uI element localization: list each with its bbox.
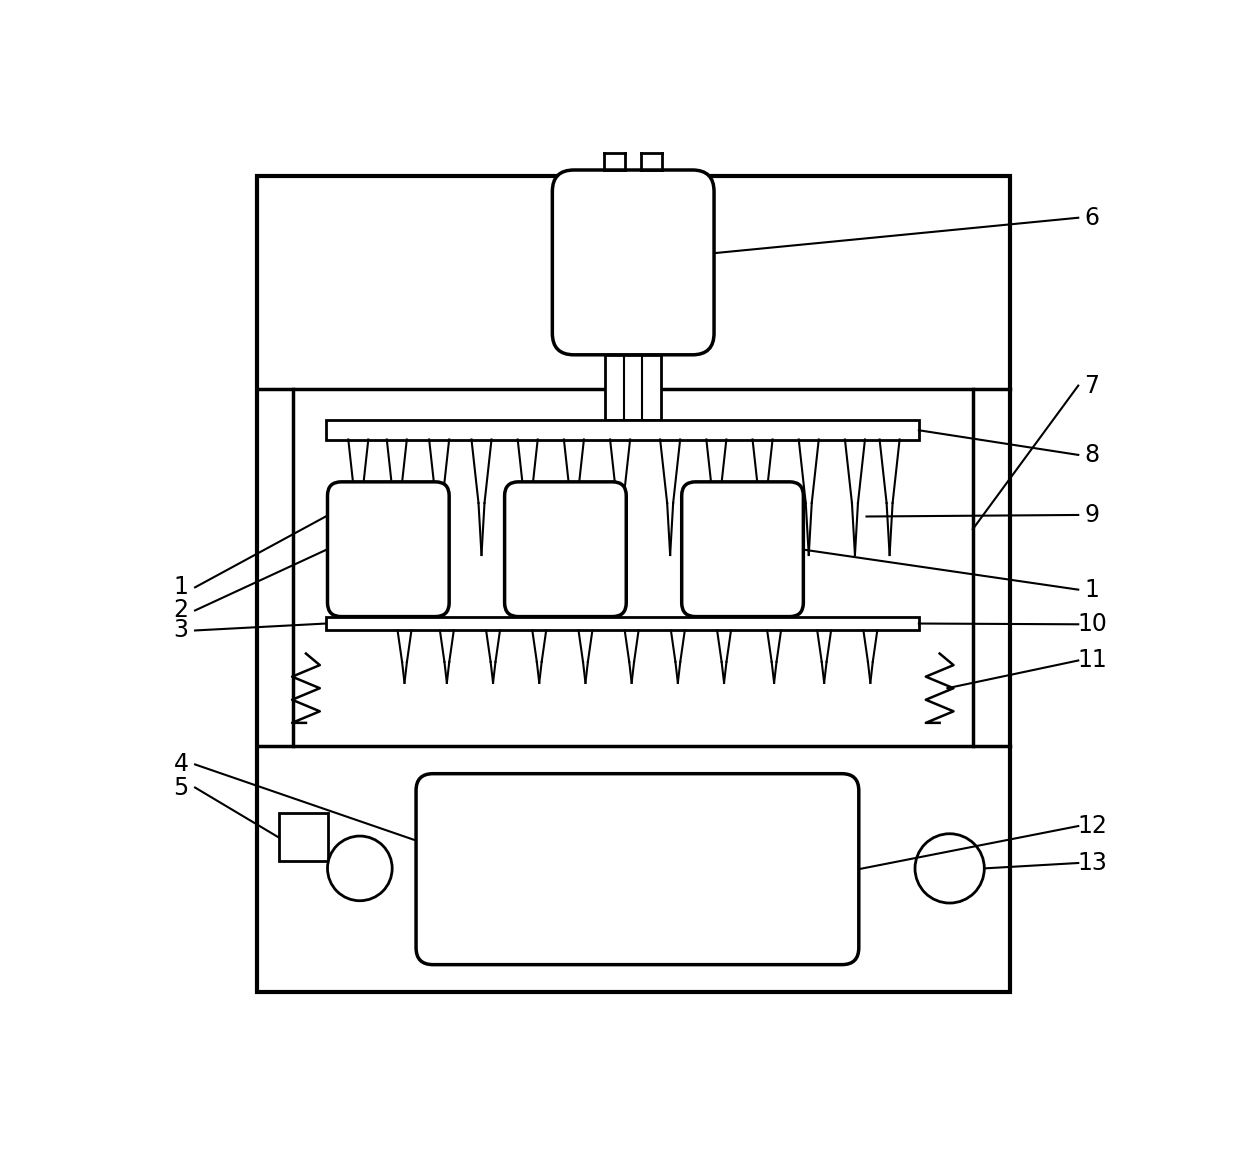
Circle shape bbox=[327, 836, 392, 900]
Text: 1: 1 bbox=[174, 575, 188, 600]
Bar bbox=[257, 176, 1009, 992]
Text: 6: 6 bbox=[1085, 205, 1100, 230]
Text: 7: 7 bbox=[1085, 374, 1100, 398]
Text: 13: 13 bbox=[1078, 851, 1107, 875]
FancyBboxPatch shape bbox=[417, 774, 859, 965]
FancyBboxPatch shape bbox=[682, 481, 804, 617]
Text: 3: 3 bbox=[174, 618, 188, 643]
FancyBboxPatch shape bbox=[552, 171, 714, 355]
Text: 1: 1 bbox=[1085, 578, 1100, 602]
Text: 8: 8 bbox=[1085, 443, 1100, 467]
Text: 9: 9 bbox=[1085, 503, 1100, 527]
Bar bbox=[326, 420, 919, 440]
Text: 4: 4 bbox=[174, 753, 188, 776]
FancyBboxPatch shape bbox=[505, 481, 626, 617]
Text: 10: 10 bbox=[1078, 612, 1107, 637]
Circle shape bbox=[915, 834, 985, 902]
Text: 5: 5 bbox=[174, 776, 188, 799]
FancyBboxPatch shape bbox=[327, 481, 449, 617]
Bar bbox=[279, 813, 327, 862]
Bar bbox=[605, 355, 661, 420]
Text: 11: 11 bbox=[1078, 648, 1107, 673]
Bar bbox=[326, 617, 919, 631]
Text: 2: 2 bbox=[174, 599, 188, 623]
Text: 12: 12 bbox=[1078, 814, 1107, 838]
